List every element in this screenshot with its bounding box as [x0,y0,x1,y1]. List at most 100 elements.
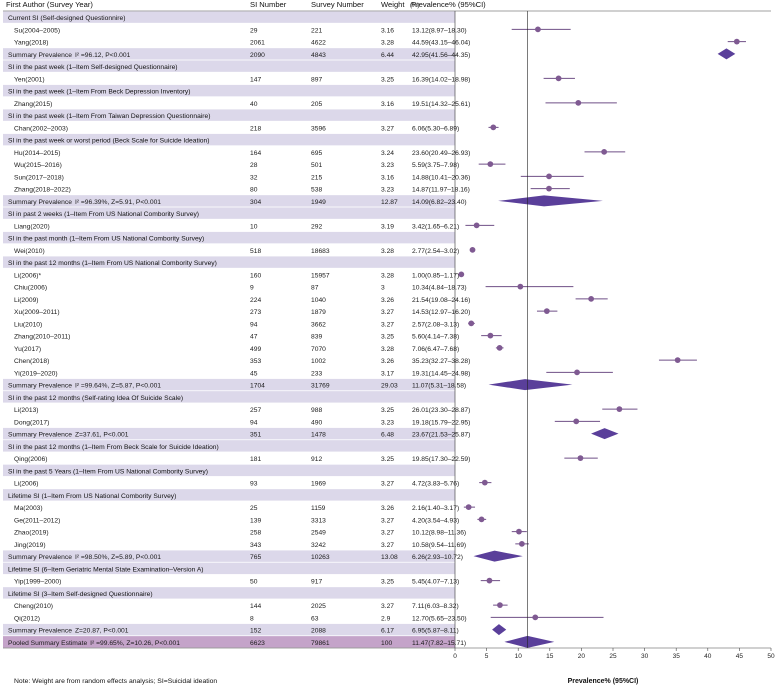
prevalence-ci-cell: 10.34(4.84–18.73) [412,285,467,292]
point-estimate [497,602,503,609]
study-label: Cheng(2010) [14,603,53,610]
si-number-cell: 2090 [250,52,265,59]
section-label: SI in the past week or worst period (Bec… [8,138,209,145]
heterogeneity-stat: I² =99.64%, Z=5.87, P<0.001 [75,383,161,390]
survey-number-cell: 501 [311,162,322,169]
prevalence-ci-cell: 42.95(41.56–44.35) [412,52,470,59]
summary-diamond [591,428,619,440]
prevalence-ci-cell: 19.51(14.32–25.61) [412,101,470,108]
weight-cell: 6.48 [381,432,394,439]
survey-number-cell: 490 [311,419,322,426]
study-label: Li(2009) [14,297,39,304]
point-estimate [490,124,497,131]
survey-number-cell: 917 [311,579,322,586]
prevalence-ci-cell: 4.20(3.54–4.93) [412,517,459,524]
section-label: SI in past 2 weeks (1–Item From US Natio… [8,211,199,218]
survey-number-cell: 1002 [311,358,326,365]
prevalence-ci-cell: 10.12(8.98–11.36) [412,530,466,537]
si-number-cell: 45 [250,370,258,377]
point-estimate [532,614,539,621]
si-number-cell: 40 [250,101,258,108]
prevalence-ci-cell: 35.23(32.27–38.28) [412,358,470,365]
study-label: Summary Prevalence [8,199,72,206]
weight-cell: 3.28 [381,272,394,279]
point-estimate [487,161,494,168]
weight-cell: 3.27 [381,309,394,316]
study-label: Zhang(2015) [14,101,52,108]
study-label: Zhang(2018–2022) [14,187,71,194]
point-estimate [546,173,552,180]
section-label: Lifetime SI (3–Item Self-designed Questi… [8,591,153,598]
survey-number-cell: 2088 [311,628,326,635]
section-label: SI in the past 5 Years (1–Item From US N… [8,468,208,475]
point-estimate [555,75,562,82]
weight-cell: 6.44 [381,52,394,59]
section-label: SI in the past week (1–Item From Beck De… [8,89,191,96]
si-number-cell: 224 [250,297,261,304]
survey-number-cell: 1879 [311,309,326,316]
prevalence-ci-cell: 16.39(14.02–18.98) [412,76,470,83]
si-number-cell: 8 [250,615,254,622]
si-number-cell: 29 [250,27,258,34]
point-estimate [546,185,552,192]
si-number-cell: 160 [250,272,261,279]
prevalence-ci-cell: 19.18(15.79–22.95) [412,419,470,426]
study-label: Chan(2002–2003) [14,125,68,132]
weight-cell: 3.28 [381,40,394,47]
row-band [3,587,455,599]
prevalence-ci-cell: 21.54(19.08–24.16) [412,297,470,304]
study-label: Xu(2009–2011) [14,309,60,316]
si-number-cell: 28 [250,162,258,169]
row-band [3,231,455,244]
survey-number-cell: 839 [311,334,322,341]
survey-number-cell: 1969 [311,481,326,488]
point-estimate [574,369,580,376]
row-band [3,378,455,391]
study-label: Wu(2015–2016) [14,162,62,169]
survey-number-cell: 215 [311,174,322,181]
weight-cell: 3.28 [381,248,394,255]
point-estimate [575,99,582,106]
header-prevalence: Prevalence% (95%CI) [411,0,486,9]
x-tick-label: 35 [673,653,681,660]
row-band [3,48,455,60]
weight-cell: 3.16 [381,101,394,108]
survey-number-cell: 292 [311,223,322,230]
weight-cell: 3.24 [381,150,394,157]
prevalence-ci-cell: 7.11(6.03–8.32) [412,603,459,610]
si-number-cell: 1704 [250,383,265,390]
point-estimate [518,540,525,547]
si-number-cell: 258 [250,530,261,537]
heterogeneity-stat: I² =96.12, P<0.001 [75,52,131,59]
prevalence-ci-cell: 6.95(5.87–8.11) [412,628,459,635]
section-label: SI in the past 12 months (Self-rating Id… [8,395,183,402]
si-number-cell: 257 [250,407,261,414]
prevalence-ci-cell: 13.12(8.97–18.30) [412,27,467,34]
prevalence-ci-cell: 14.88(10.41–20.36) [412,174,470,181]
x-tick-label: 40 [704,653,712,660]
weight-cell: 3.23 [381,187,394,194]
si-number-cell: 93 [250,481,258,488]
x-axis: Prevalence% (95%CI) 0 5 10 15 20 25 30 35 40 45 50 [3,647,775,685]
survey-number-cell: 3242 [311,542,326,549]
study-label: Pooled Summary Estimate [8,640,87,647]
prevalence-ci-cell: 2.57(2.08–3.13) [412,321,459,328]
weight-cell: 29.03 [381,383,398,390]
row-band [3,84,455,97]
survey-number-cell: 1949 [311,199,326,206]
row-band [3,11,455,23]
header-weight-unit: (%) [410,3,419,9]
point-estimate [481,479,488,486]
weight-cell: 3.25 [381,579,394,586]
survey-number-cell: 63 [311,615,319,622]
weight-cell: 3.27 [381,530,394,537]
study-label: Zhang(2010–2011) [14,334,70,341]
survey-number-cell: 4622 [311,40,326,47]
heterogeneity-stat: Z=20.87, P<0.001 [75,628,129,635]
prevalence-ci-cell: 6.26(2.93–10.72) [412,554,463,561]
study-label: Su(2004–2005) [14,27,60,34]
x-tick-label: 20 [578,653,586,660]
si-number-cell: 50 [250,579,258,586]
summary-diamond [717,48,736,60]
prevalence-ci-cell: 11.07(5.31–18.58) [412,383,466,390]
